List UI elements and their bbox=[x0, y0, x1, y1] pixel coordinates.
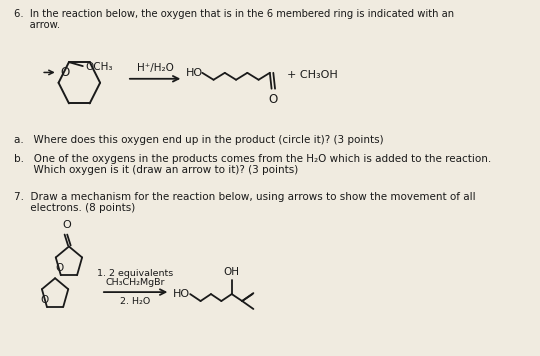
Text: + CH₃OH: + CH₃OH bbox=[287, 70, 338, 80]
Text: arrow.: arrow. bbox=[14, 20, 59, 30]
Text: HO: HO bbox=[186, 68, 203, 78]
Text: O: O bbox=[63, 220, 72, 230]
Text: HO: HO bbox=[173, 289, 190, 299]
Text: O: O bbox=[61, 66, 70, 79]
Text: 1. 2 equivalents: 1. 2 equivalents bbox=[98, 269, 174, 278]
Text: 6.  In the reaction below, the oxygen that is in the 6 membered ring is indicate: 6. In the reaction below, the oxygen tha… bbox=[14, 9, 454, 19]
Text: O: O bbox=[40, 295, 49, 305]
Text: H⁺/H₂O: H⁺/H₂O bbox=[137, 63, 173, 73]
Text: OCH₃: OCH₃ bbox=[85, 62, 113, 72]
Text: O: O bbox=[269, 93, 278, 106]
Text: a.   Where does this oxygen end up in the product (circle it)? (3 points): a. Where does this oxygen end up in the … bbox=[14, 135, 383, 145]
Text: O: O bbox=[55, 263, 63, 273]
Text: OH: OH bbox=[224, 267, 240, 277]
Text: CH₃CH₂MgBr: CH₃CH₂MgBr bbox=[106, 278, 165, 287]
Text: electrons. (8 points): electrons. (8 points) bbox=[14, 203, 135, 213]
Text: 2. H₂O: 2. H₂O bbox=[120, 297, 151, 306]
Text: Which oxygen is it (draw an arrow to it)? (3 points): Which oxygen is it (draw an arrow to it)… bbox=[14, 165, 298, 175]
Text: b.   One of the oxygens in the products comes from the H₂O which is added to the: b. One of the oxygens in the products co… bbox=[14, 154, 491, 164]
Text: 7.  Draw a mechanism for the reaction below, using arrows to show the movement o: 7. Draw a mechanism for the reaction bel… bbox=[14, 192, 475, 202]
